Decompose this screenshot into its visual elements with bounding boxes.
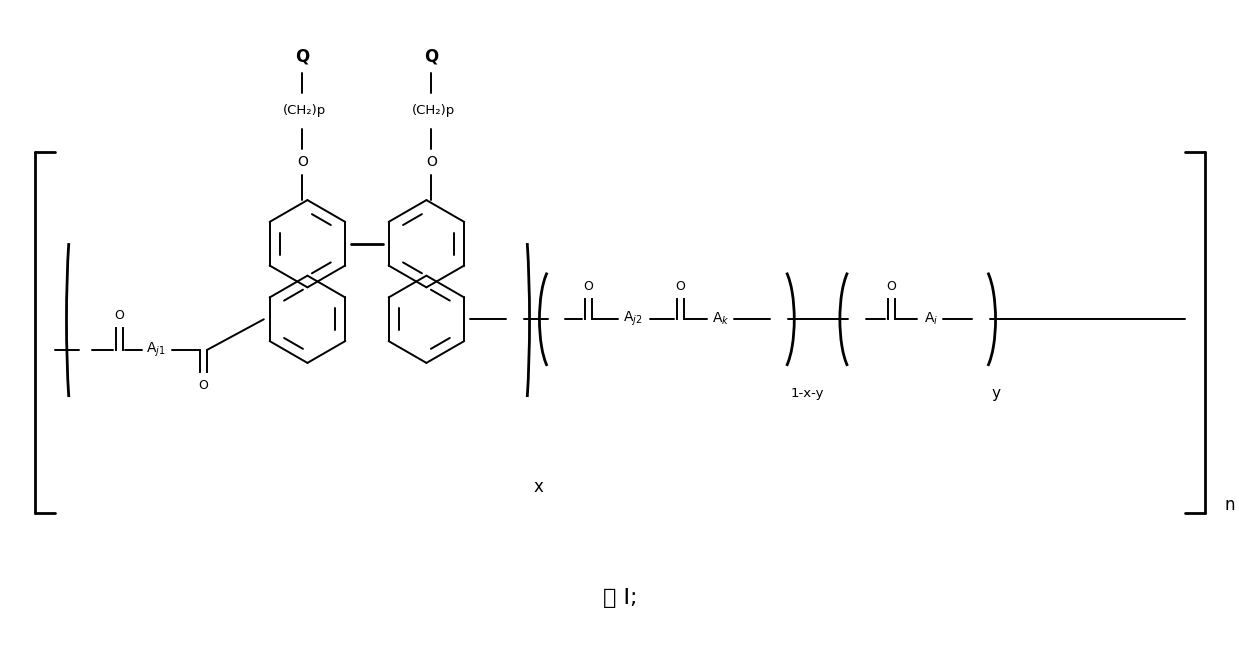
Text: n: n: [1224, 496, 1235, 514]
Text: 1-x-y: 1-x-y: [790, 387, 824, 400]
Text: A$_i$: A$_i$: [924, 311, 938, 328]
Text: Q: Q: [295, 47, 310, 66]
Text: O: O: [426, 155, 437, 170]
Text: x: x: [534, 477, 544, 496]
Text: A$_{j1}$: A$_{j1}$: [146, 341, 166, 359]
Text: (CH₂)p: (CH₂)p: [411, 104, 455, 117]
Text: O: O: [114, 309, 124, 322]
Text: O: O: [297, 155, 309, 170]
Text: A$_{j2}$: A$_{j2}$: [623, 310, 643, 328]
Text: (CH₂)p: (CH₂)p: [282, 104, 326, 117]
Text: O: O: [584, 280, 593, 293]
Text: A$_k$: A$_k$: [712, 311, 730, 328]
Text: O: O: [198, 379, 208, 392]
Text: Q: Q: [424, 47, 439, 66]
Text: O: O: [886, 280, 896, 293]
Text: O: O: [675, 280, 685, 293]
Text: 式 I;: 式 I;: [602, 588, 637, 608]
Text: y: y: [991, 386, 1001, 401]
